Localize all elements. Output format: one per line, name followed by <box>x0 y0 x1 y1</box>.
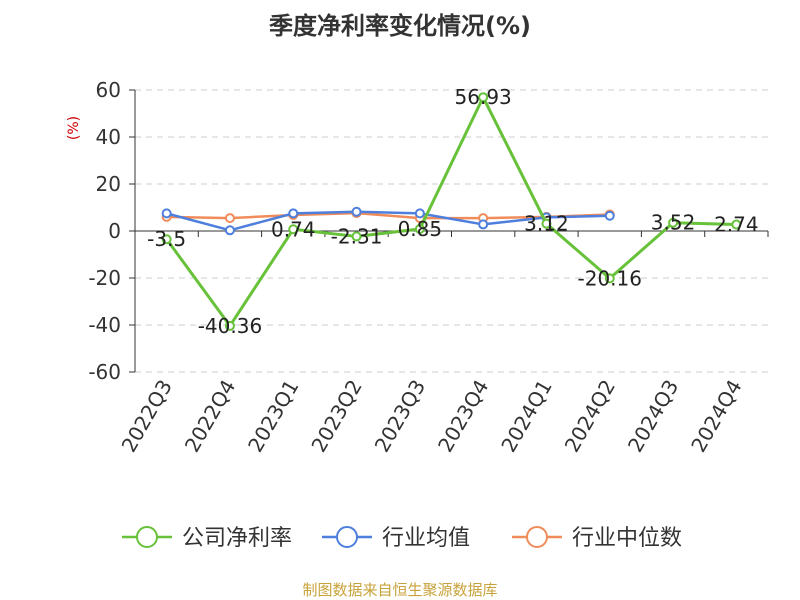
data-point <box>161 208 172 219</box>
data-point <box>604 210 615 221</box>
x-tick-label: 2023Q3 <box>370 376 430 457</box>
data-label: -2.31 <box>331 224 383 248</box>
legend: 公司净利率 行业均值 行业中位数 <box>122 526 682 551</box>
data-point <box>478 219 489 230</box>
data-labels: -3.5 -40.36 0.74 -2.31 0.85 56.93 3.12 -20.16 3.… <box>147 85 758 338</box>
y-tick-label: -40 <box>88 313 121 337</box>
data-point <box>161 234 172 245</box>
data-label: -3.5 <box>147 227 186 251</box>
chart-title: 季度净利率变化情况(%) <box>269 12 531 40</box>
data-point <box>351 231 362 242</box>
y-axis-label: (%) <box>66 116 82 140</box>
data-point <box>731 219 742 230</box>
x-tick-label: 2022Q4 <box>180 376 240 457</box>
data-point <box>351 206 362 217</box>
data-label: 0.85 <box>398 217 443 241</box>
data-label: 56.93 <box>455 85 512 109</box>
x-tick-label: 2023Q4 <box>433 376 493 457</box>
x-tick-label: 2023Q1 <box>243 376 303 457</box>
data-point <box>288 224 299 235</box>
data-label: 3.52 <box>651 211 696 235</box>
x-tick-label: 2022Q3 <box>117 376 177 457</box>
legend-marker <box>136 526 158 548</box>
x-tick-label: 2024Q3 <box>623 376 683 457</box>
data-point <box>478 92 489 103</box>
series-line <box>166 210 610 232</box>
data-point <box>668 217 679 228</box>
y-tick-label: 40 <box>96 125 121 149</box>
data-point <box>224 320 235 331</box>
legend-label: 公司净利率 <box>182 526 292 551</box>
legend-label: 行业均值 <box>382 526 470 551</box>
data-label: -20.16 <box>578 266 642 290</box>
data-label: 0.74 <box>271 217 316 241</box>
y-tick-label: 0 <box>108 219 121 243</box>
legend-marker <box>526 526 548 548</box>
data-point <box>224 213 235 224</box>
data-point <box>224 225 235 236</box>
data-label: 2.74 <box>714 213 759 237</box>
x-tick-label: 2024Q1 <box>496 376 556 457</box>
data-label: 3.12 <box>524 212 569 236</box>
y-tick-label: -20 <box>88 266 121 290</box>
series-line <box>166 211 610 220</box>
x-tick-label: 2024Q2 <box>560 376 620 457</box>
data-point <box>288 208 299 219</box>
y-tick-label: 60 <box>96 78 121 102</box>
source-note: 制图数据来自恒生聚源数据库 <box>302 581 497 599</box>
x-tick-label: 2024Q4 <box>686 376 746 457</box>
data-point <box>604 273 615 284</box>
series-line <box>165 95 737 328</box>
data-point <box>414 224 425 235</box>
y-ticks: 60 40 20 0 -20 -40 -60 <box>88 78 121 384</box>
legend-label: 行业中位数 <box>572 526 682 551</box>
y-tick-label: -60 <box>88 360 121 384</box>
data-label: -40.36 <box>198 314 262 338</box>
series-group <box>161 92 742 331</box>
data-point <box>541 218 552 229</box>
x-tick-label: 2023Q2 <box>306 376 366 457</box>
data-point <box>414 208 425 219</box>
y-tick-label: 20 <box>96 172 121 196</box>
x-ticks: 2022Q3 2022Q4 2023Q1 2023Q2 2023Q3 2023Q4 2024… <box>117 376 747 457</box>
legend-marker <box>336 526 358 548</box>
